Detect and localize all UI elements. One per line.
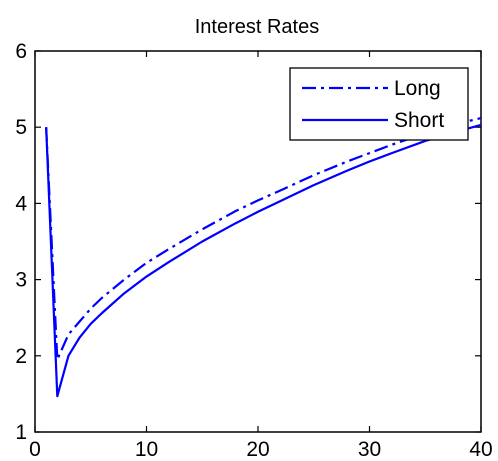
y-tick-label: 4 — [15, 192, 27, 215]
x-tick-label: 0 — [29, 438, 41, 461]
x-tick-label: 40 — [469, 438, 492, 461]
legend-box — [289, 67, 469, 141]
series-layer — [45, 116, 482, 398]
y-tick-label: 5 — [15, 116, 27, 139]
legend-label-long: Long — [394, 77, 441, 100]
x-tick-label: 20 — [246, 438, 269, 461]
x-tick-label: 30 — [358, 438, 381, 461]
axis-ticks: 0 10 20 30 40 1 2 3 4 5 6 — [15, 40, 492, 461]
legend: Long Short — [289, 67, 469, 141]
y-tick-label: 2 — [15, 345, 27, 368]
series-line-long — [45, 116, 482, 361]
y-tick-label: 1 — [15, 421, 27, 444]
chart-title: Interest Rates — [195, 16, 320, 38]
y-tick-label: 6 — [15, 40, 27, 63]
series-line-short — [45, 123, 482, 398]
x-tick-label: 10 — [135, 438, 158, 461]
legend-label-short: Short — [394, 109, 444, 132]
y-tick-label: 3 — [15, 269, 27, 292]
